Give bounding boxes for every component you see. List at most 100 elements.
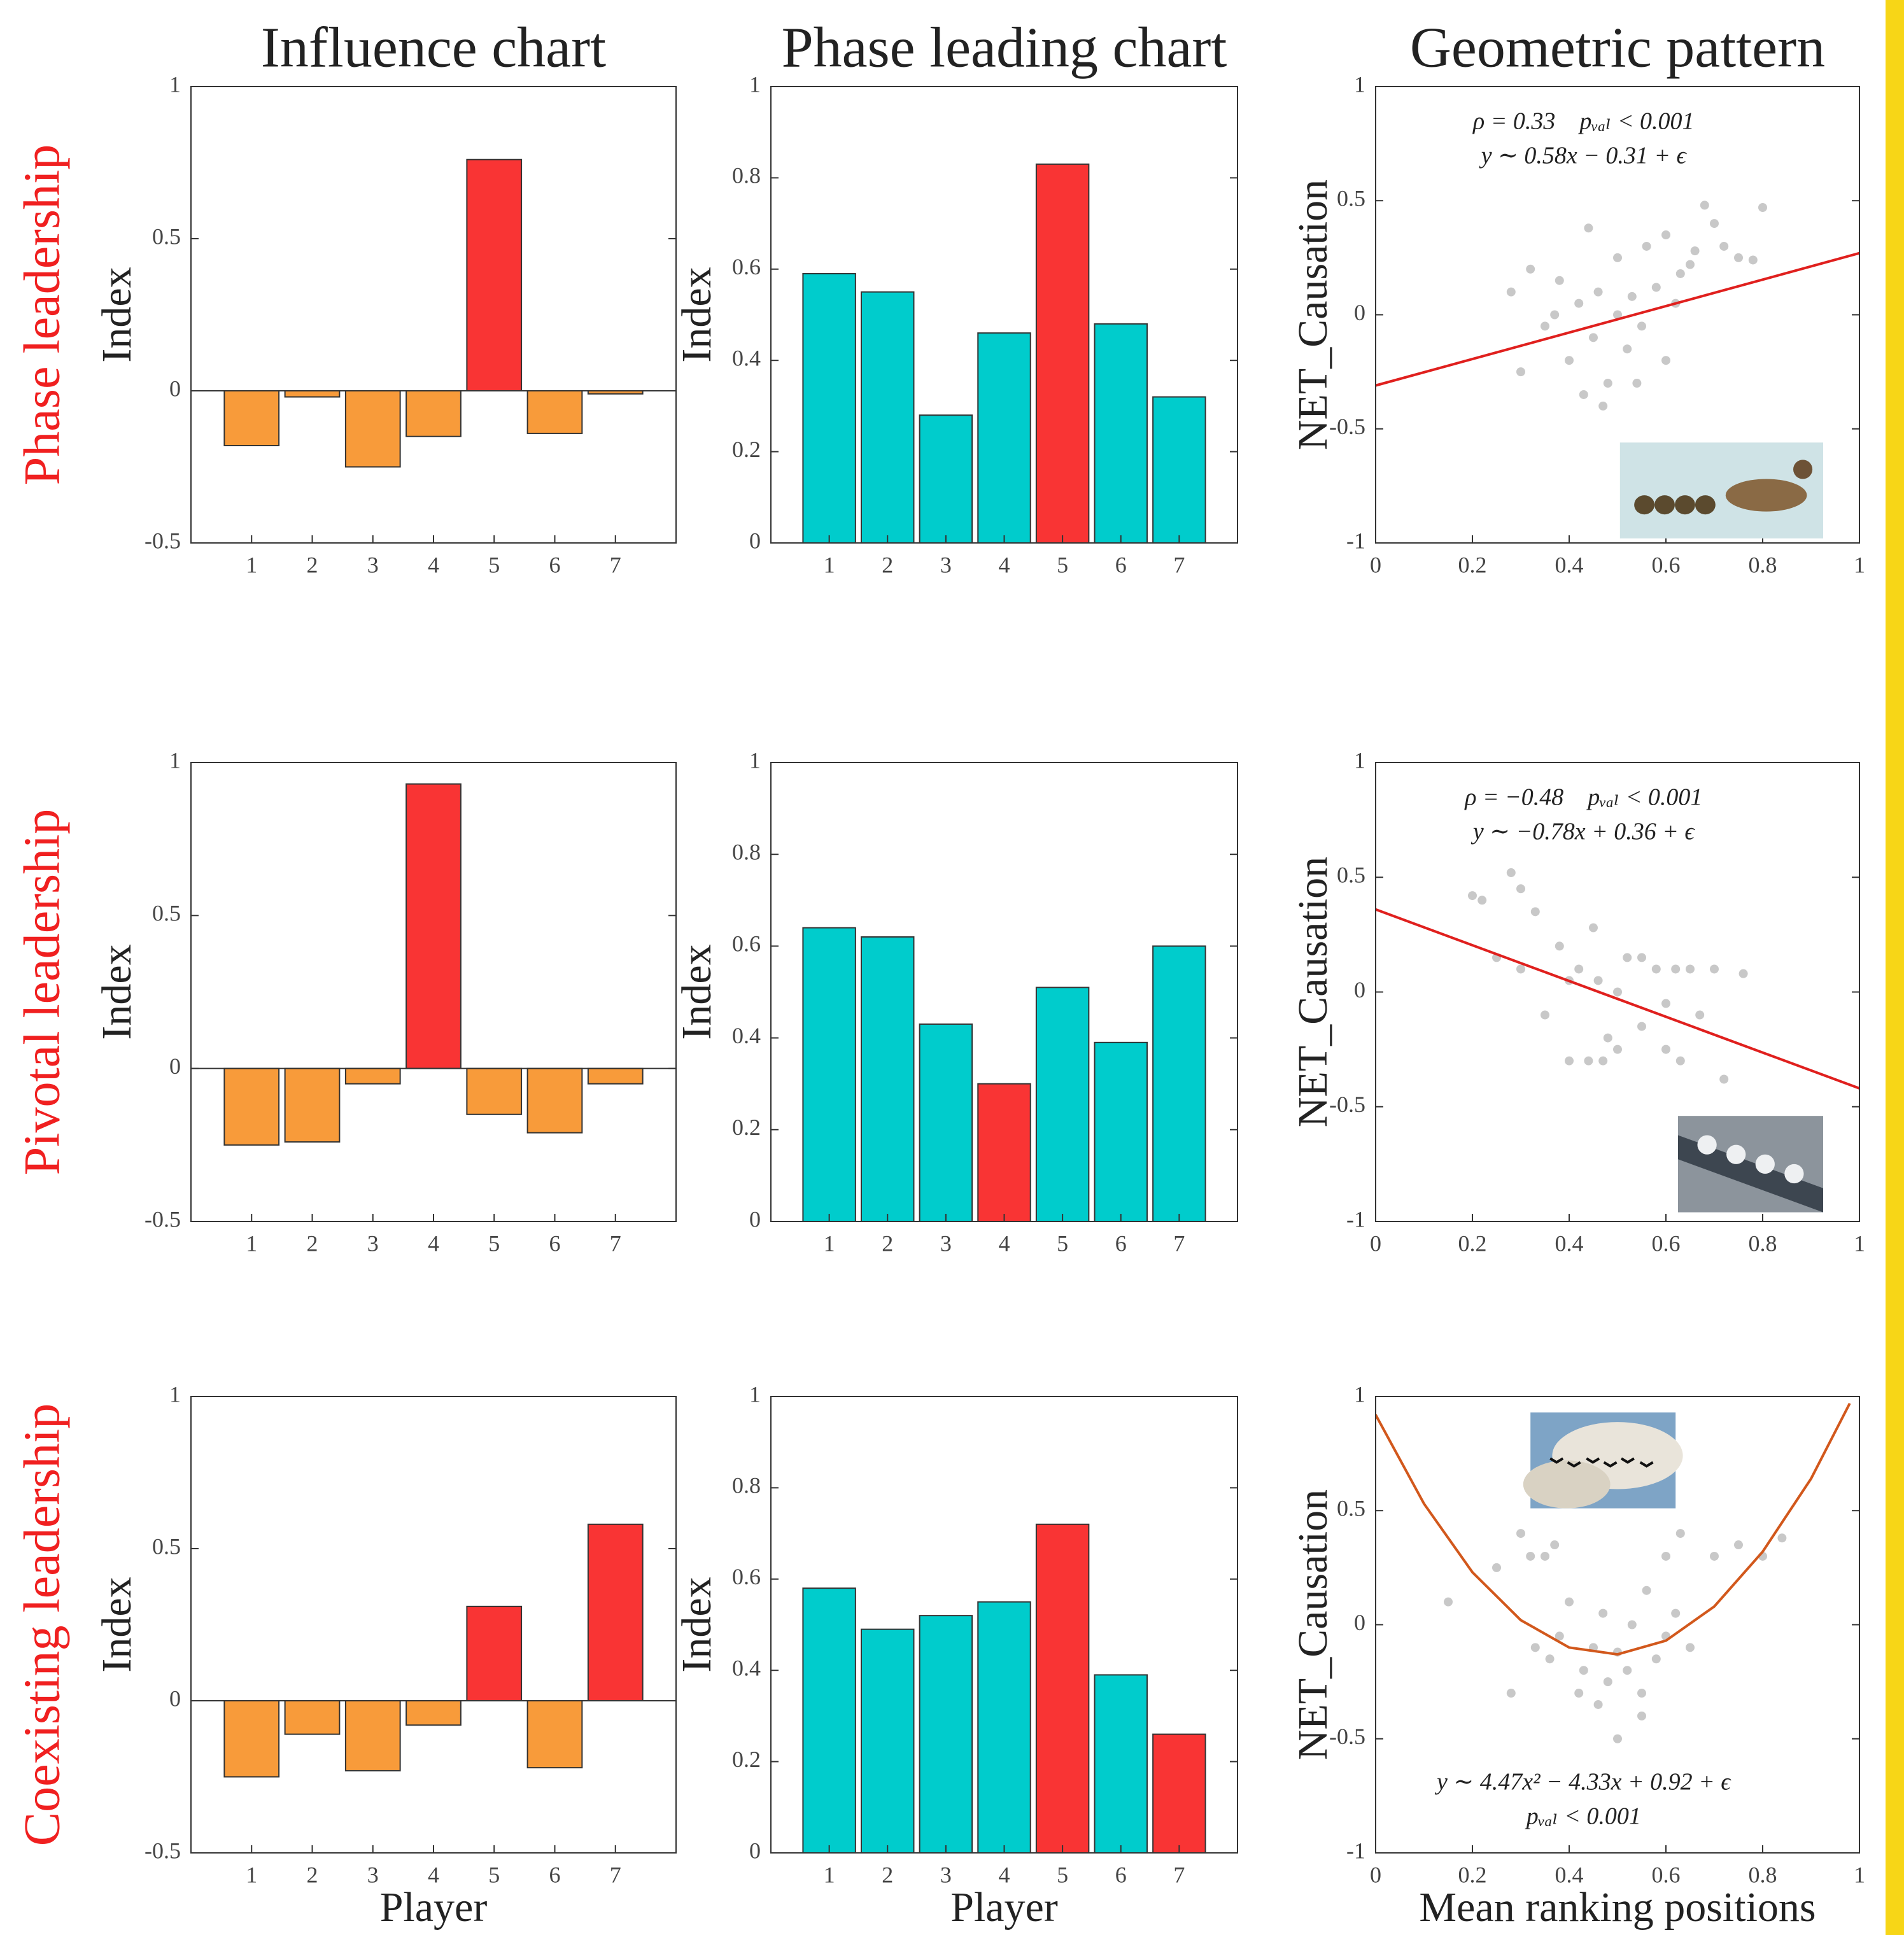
y-axis-label: Index	[673, 267, 720, 362]
x-tick-label: 2	[882, 1230, 893, 1256]
x-tick-label: 3	[940, 1862, 952, 1887]
bar	[346, 1069, 400, 1084]
x-tick-label: 7	[1173, 552, 1185, 577]
scatter-point	[1719, 242, 1728, 251]
bar	[467, 1069, 521, 1115]
scatter-point	[1565, 356, 1574, 365]
bar	[346, 391, 400, 467]
y-tick-label: -0.5	[1329, 1724, 1365, 1749]
scatter-point	[1758, 203, 1767, 212]
x-axis-label: Player	[950, 1884, 1058, 1931]
scatter-point	[1628, 1621, 1637, 1629]
y-axis-label: Index	[94, 944, 140, 1039]
scatter-point	[1686, 1643, 1695, 1652]
scatter-point	[1604, 1034, 1612, 1043]
y-tick-label: 1	[749, 747, 761, 773]
y-tick-label: 0	[749, 1838, 761, 1863]
x-tick-label: 4	[428, 1230, 439, 1256]
scatter-point	[1661, 230, 1670, 239]
bar	[861, 1629, 913, 1853]
y-tick-label: 0.4	[732, 345, 761, 370]
bar	[467, 160, 521, 391]
annotation: y ∼ 4.47x² − 4.33x + 0.92 + ϵ	[1434, 1769, 1731, 1796]
y-tick-label: 0	[1354, 977, 1365, 1003]
x-tick-label: 4	[428, 1862, 439, 1887]
scatter-point	[1671, 1609, 1680, 1618]
bar	[224, 1701, 279, 1777]
x-tick-label: 5	[488, 1862, 500, 1887]
x-tick-label: 4	[428, 552, 439, 577]
y-tick-label: -0.5	[1329, 414, 1365, 439]
photo-duckling	[1695, 495, 1716, 514]
scatter-point	[1613, 253, 1622, 262]
x-tick-label: 3	[367, 552, 379, 577]
x-tick-label: 6	[549, 1862, 561, 1887]
bar	[588, 1069, 643, 1084]
scatter-point	[1637, 321, 1646, 330]
scatter-point	[1632, 379, 1641, 388]
y-tick-label: 1	[169, 1381, 181, 1407]
bar	[1095, 324, 1147, 543]
x-tick-label: 0.8	[1749, 552, 1777, 577]
scatter-point	[1555, 941, 1564, 950]
x-tick-label: 7	[1173, 1230, 1185, 1256]
scatter-point	[1661, 1552, 1670, 1561]
scatter-point	[1613, 1734, 1622, 1743]
x-tick-label: 7	[610, 552, 621, 577]
y-tick-label: 0.2	[732, 437, 761, 462]
y-axis-label: NET_Causation	[1290, 1489, 1336, 1760]
annotation: pᵥₐₗ < 0.001	[1525, 1803, 1641, 1830]
x-axis-label: Mean ranking positions	[1419, 1884, 1816, 1931]
bar	[920, 1615, 972, 1853]
edge-strip	[1886, 0, 1904, 1935]
chart-title: Influence chart	[261, 17, 606, 80]
scatter-point	[1710, 219, 1719, 228]
scatter-point	[1584, 223, 1593, 232]
x-tick-label: 5	[1057, 1862, 1068, 1887]
y-tick-label: 0.8	[732, 1473, 761, 1498]
y-tick-label: 0	[1354, 1610, 1365, 1635]
x-tick-label: 5	[488, 1230, 500, 1256]
x-tick-label: 1	[246, 552, 257, 577]
scatter-point	[1652, 964, 1661, 973]
scatter-point	[1652, 1654, 1661, 1663]
annotation: y ∼ 0.58x − 0.31 + ϵ	[1479, 143, 1688, 169]
bar	[406, 784, 461, 1069]
y-tick-label: 0.5	[1337, 186, 1365, 211]
photo-cloud	[1523, 1460, 1611, 1508]
photo-rower	[1756, 1155, 1775, 1174]
scatter-point	[1661, 999, 1670, 1008]
scatter-point	[1598, 1057, 1607, 1066]
bar	[978, 1084, 1030, 1221]
bar	[861, 292, 913, 543]
photo-duckling	[1654, 495, 1675, 514]
y-tick-label: 0	[1354, 300, 1365, 325]
x-tick-label: 6	[1115, 1862, 1127, 1887]
scatter-point	[1686, 260, 1695, 269]
photo-duck-head	[1793, 460, 1812, 479]
photo-rower	[1726, 1145, 1745, 1164]
y-axis-label: NET_Causation	[1290, 857, 1336, 1127]
y-tick-label: 0.2	[732, 1747, 761, 1772]
y-tick-label: -1	[1346, 1206, 1365, 1232]
y-tick-label: 0	[169, 1053, 181, 1079]
scatter-point	[1642, 242, 1651, 251]
x-tick-label: 4	[999, 1862, 1010, 1887]
bar	[1095, 1675, 1147, 1853]
scatter-point	[1546, 1654, 1555, 1663]
x-tick-label: 2	[882, 1862, 893, 1887]
scatter-point	[1526, 1552, 1535, 1561]
x-tick-label: 0	[1370, 1862, 1381, 1887]
chart-title: Geometric pattern	[1410, 17, 1825, 80]
bar	[1036, 164, 1089, 543]
scatter-point	[1594, 288, 1603, 297]
scatter-point	[1637, 1712, 1646, 1720]
y-tick-label: 0.8	[732, 163, 761, 188]
x-tick-label: 0.4	[1555, 552, 1584, 577]
scatter-point	[1589, 333, 1598, 342]
x-tick-label: 0.4	[1555, 1230, 1584, 1256]
scatter-point	[1613, 988, 1622, 997]
scatter-point	[1613, 1045, 1622, 1054]
x-tick-label: 1	[1854, 1862, 1865, 1887]
bar	[285, 1701, 340, 1734]
